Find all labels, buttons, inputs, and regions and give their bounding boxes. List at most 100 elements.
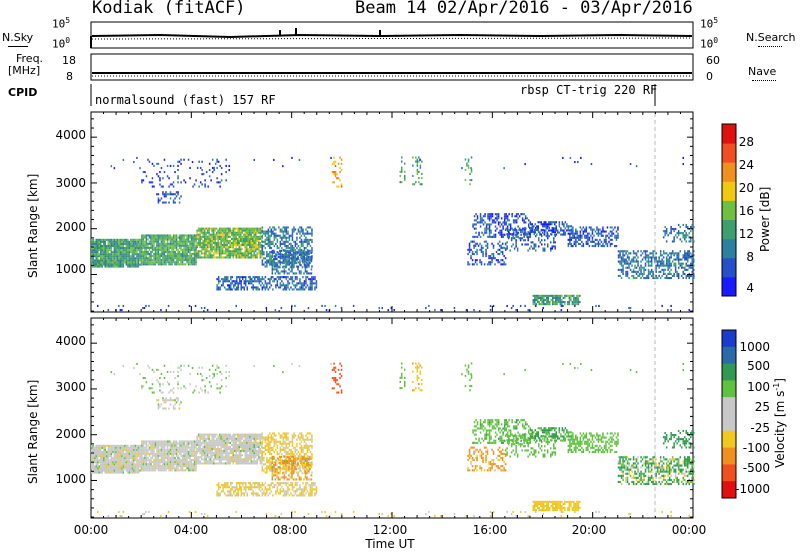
power-cell — [192, 238, 194, 241]
power-cell — [284, 240, 286, 243]
power-cell — [602, 245, 604, 248]
power-cell — [272, 288, 274, 291]
power-cell — [263, 284, 265, 287]
power-cell — [113, 240, 116, 243]
power-cell — [103, 253, 105, 256]
power-cell — [92, 245, 94, 248]
power-cell — [206, 231, 209, 234]
power-cell — [98, 261, 100, 264]
velocity-cell — [95, 471, 97, 474]
power-cell — [310, 268, 313, 271]
power-cell — [119, 255, 122, 258]
power-cell — [142, 307, 144, 310]
power-cell — [650, 260, 653, 263]
power-cell — [536, 228, 538, 231]
power-cell — [181, 259, 184, 262]
power-cell — [582, 232, 585, 235]
power-cell — [280, 249, 283, 252]
power-cell — [100, 261, 102, 264]
velocity-cell — [178, 461, 181, 464]
velocity-cell — [113, 459, 116, 462]
power-cell — [661, 268, 663, 271]
power-cell — [681, 274, 683, 277]
power-cell — [308, 226, 310, 229]
power-cell — [609, 238, 612, 241]
power-cell — [311, 228, 313, 231]
power-cell — [236, 288, 238, 291]
power-cell — [217, 231, 219, 234]
power-cell — [512, 237, 514, 240]
power-cell — [291, 268, 293, 271]
power-cell — [107, 309, 110, 312]
power-cell — [163, 158, 166, 161]
power-cell — [163, 250, 166, 253]
power-cell — [688, 232, 690, 235]
power-cell — [248, 280, 250, 283]
power-cell — [566, 223, 568, 226]
velocity-cell — [174, 459, 176, 462]
velocity-cell — [92, 455, 94, 458]
velocity-cell — [134, 455, 137, 458]
velocity-cell — [104, 463, 106, 466]
velocity-cell — [107, 451, 110, 454]
power-cell — [142, 240, 145, 243]
power-cell — [282, 257, 285, 260]
velocity-cell — [190, 459, 193, 462]
velocity-cell — [94, 469, 96, 472]
velocity-cell — [159, 442, 161, 445]
power-cell — [333, 171, 335, 174]
power-cell — [287, 286, 289, 289]
power-cell — [191, 161, 194, 164]
velocity-cell — [189, 440, 191, 443]
power-cell — [168, 253, 170, 256]
power-cell — [199, 246, 201, 249]
power-cell — [534, 299, 536, 302]
power-cell — [264, 230, 267, 233]
power-cell — [309, 251, 311, 254]
power-cell — [121, 309, 123, 312]
velocity-cell — [165, 463, 167, 466]
power-cell — [242, 276, 244, 279]
power-cell — [128, 247, 131, 250]
velocity-cell — [151, 461, 154, 464]
power-cell — [300, 240, 303, 243]
power-cell — [585, 234, 588, 237]
power-cell — [199, 256, 201, 259]
power-cell — [153, 255, 155, 258]
power-cell — [266, 251, 268, 254]
power-cell — [263, 232, 265, 235]
power-cell — [157, 263, 160, 266]
velocity-cell — [127, 444, 129, 447]
power-cell — [103, 242, 105, 245]
power-cell — [116, 257, 119, 260]
power-cell — [552, 299, 554, 302]
power-cell — [189, 261, 191, 264]
power-cell — [261, 253, 264, 256]
power-cell — [619, 260, 621, 263]
power-cell — [112, 245, 114, 248]
power-cell — [92, 263, 94, 266]
power-cell — [202, 242, 204, 245]
power-cell — [308, 232, 310, 235]
power-cell — [278, 286, 280, 289]
power-cell — [286, 253, 289, 256]
power-cell — [285, 230, 288, 233]
velocity-cell — [119, 457, 122, 460]
power-cell — [169, 257, 172, 260]
power-cell — [309, 280, 312, 283]
power-cell — [564, 301, 566, 304]
power-cell — [168, 257, 170, 260]
power-cell — [293, 259, 295, 262]
power-cell — [252, 246, 254, 249]
power-cell — [503, 233, 506, 236]
power-cell — [232, 250, 234, 253]
power-cell — [305, 247, 307, 250]
power-cell — [305, 286, 307, 289]
power-cell — [145, 261, 148, 264]
power-cell — [691, 272, 693, 275]
power-cell — [559, 296, 562, 299]
power-cell — [255, 231, 257, 234]
power-cell — [192, 234, 194, 237]
power-cell — [190, 253, 193, 256]
power-cell — [250, 231, 252, 234]
